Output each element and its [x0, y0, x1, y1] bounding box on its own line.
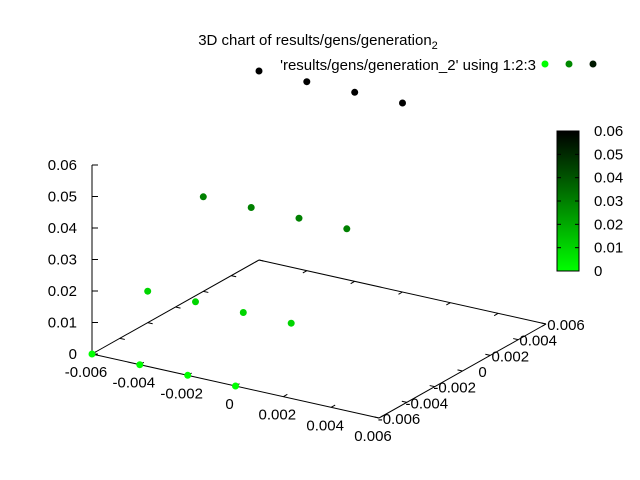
data-point: [199, 193, 207, 201]
data-points: [88, 67, 406, 390]
legend-marker: [565, 60, 573, 68]
y-tick-mark-back: [175, 306, 181, 309]
data-point: [184, 371, 192, 379]
x-tick-mark: [283, 393, 288, 398]
legend-markers: [541, 60, 597, 68]
data-point: [295, 214, 303, 222]
y-tick-mark-back: [147, 322, 153, 325]
data-point: [351, 88, 359, 96]
x-tick-label: 0.006: [354, 428, 392, 445]
x-tick-mark-back: [350, 280, 355, 285]
y-tick-mark: [457, 369, 463, 372]
colorbar-tick-label: 0.02: [594, 216, 623, 233]
x-tick-mark-back: [398, 291, 403, 295]
z-tick-label: 0.03: [48, 252, 77, 269]
legend-label: 'results/gens/generation_2' using 1:2:3: [280, 57, 536, 74]
colorbar-tick-label: 0: [594, 263, 602, 280]
x-tick-label: 0.004: [306, 417, 344, 434]
z-tick-label: 0.01: [48, 315, 77, 332]
x-tick-label: 0: [225, 396, 233, 413]
y-tick-mark-back: [119, 337, 125, 340]
data-point: [136, 361, 144, 369]
chart-title-main: 3D chart of results/gens/generation: [198, 32, 431, 49]
legend-marker: [541, 60, 549, 68]
data-point: [232, 382, 239, 390]
data-point: [192, 298, 199, 306]
data-point: [303, 78, 311, 86]
y-tick-label: -0.002: [433, 380, 476, 397]
data-point: [255, 67, 263, 75]
axis-tick-labels: -0.006-0.004-0.00200.0020.0040.006-0.006…: [48, 157, 585, 445]
x-tick-label: -0.004: [113, 375, 156, 392]
x-tick-mark-back: [302, 270, 308, 274]
y-tick-mark-back: [258, 259, 265, 262]
data-point: [144, 287, 152, 295]
z-tick-label: 0.02: [48, 283, 77, 300]
x-tick-mark-back: [493, 312, 499, 317]
y-tick-mark: [485, 353, 491, 356]
y-tick-mark-back: [231, 275, 237, 278]
z-tick-label: 0.04: [48, 220, 77, 237]
colorbar-ticks: 0 0.01 0.02 0.03 0.04 0.05 0.06: [557, 123, 623, 280]
x-tick-label: -0.002: [160, 385, 203, 402]
colorbar-tick-label: 0.01: [594, 240, 623, 257]
data-point: [399, 99, 406, 107]
x-tick-mark-back: [254, 259, 260, 263]
y-tick-label: 0.006: [547, 317, 585, 334]
z-tick-label: 0.05: [48, 189, 77, 206]
x-tick-mark-back: [541, 323, 547, 327]
z-tick-label: 0: [69, 346, 77, 363]
y-tick-label: -0.004: [406, 395, 449, 412]
x-tick-label: -0.006: [65, 364, 108, 381]
chart-title-subscript: 2: [432, 40, 438, 52]
colorbar-tick-label: 0.03: [594, 193, 623, 210]
z-tick-label: 0.06: [48, 157, 77, 174]
x-tick-mark: [378, 415, 384, 419]
y-tick-label: -0.006: [378, 411, 421, 428]
y-tick-mark: [401, 400, 407, 403]
x-tick-mark: [330, 404, 336, 408]
legend-marker: [589, 60, 597, 68]
y-tick-mark: [429, 385, 435, 388]
data-point: [287, 319, 295, 327]
colorbar-tick-label: 0.04: [594, 170, 623, 187]
data-point: [88, 350, 96, 358]
y-tick-label: 0.004: [519, 333, 557, 350]
data-point: [239, 309, 247, 316]
y-tick-label: 0.002: [492, 348, 530, 365]
data-point: [247, 204, 255, 211]
y-tick-label: 0: [478, 364, 486, 381]
x-tick-label: 0.002: [259, 407, 297, 424]
x-tick-mark-back: [446, 302, 451, 306]
y-tick-mark: [513, 338, 519, 341]
y-tick-mark-back: [203, 290, 209, 293]
data-point: [343, 225, 351, 233]
colorbar-tick-label: 0.05: [594, 146, 623, 163]
colorbar-tick-label: 0.06: [594, 123, 623, 140]
chart-title: 3D chart of results/gens/generation2: [198, 32, 438, 52]
y-tick-mark: [373, 416, 380, 419]
y-tick-mark: [540, 322, 547, 325]
